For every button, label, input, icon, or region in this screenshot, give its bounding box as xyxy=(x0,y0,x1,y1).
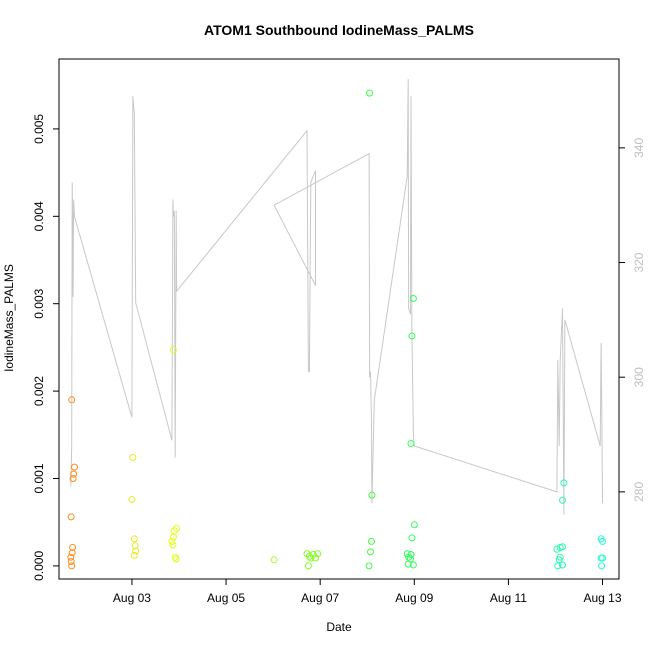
data-point xyxy=(71,463,78,471)
data-point xyxy=(367,548,374,556)
data-point xyxy=(270,556,278,564)
data-point xyxy=(368,537,375,545)
data-point xyxy=(304,562,312,570)
data-point xyxy=(405,553,413,561)
right-y-axis: 280 300 320 340 xyxy=(619,138,646,502)
x-tick-label: Aug 13 xyxy=(584,591,622,605)
x-tick-label: Aug 07 xyxy=(301,591,339,605)
data-point xyxy=(305,552,313,560)
x-tick-label: Aug 05 xyxy=(207,591,245,605)
data-point xyxy=(67,513,75,521)
x-tick-label: Aug 09 xyxy=(395,591,433,605)
y-axis-label: IodineMass_PALMS xyxy=(2,264,16,372)
data-point xyxy=(128,496,136,503)
points-layer xyxy=(67,89,606,570)
data-point xyxy=(132,547,140,555)
right-axis-line-layer xyxy=(70,79,603,515)
data-point xyxy=(404,560,412,568)
data-point xyxy=(366,89,374,97)
data-point xyxy=(554,562,562,570)
data-point xyxy=(169,346,177,354)
data-point xyxy=(130,551,138,559)
data-point xyxy=(409,561,417,569)
data-point xyxy=(70,470,78,478)
data-point xyxy=(408,332,416,340)
data-point xyxy=(169,541,177,549)
data-point xyxy=(69,544,77,551)
y-tick-label: 0.000 xyxy=(32,551,46,581)
y-tick-label: 0.003 xyxy=(32,288,46,318)
y-tick-label: 0.001 xyxy=(32,463,46,493)
data-point xyxy=(68,396,76,404)
data-point xyxy=(560,479,568,487)
data-point xyxy=(409,295,417,302)
y2-tick-label: 340 xyxy=(632,138,646,158)
y-tick-label: 0.004 xyxy=(32,201,46,231)
data-point xyxy=(599,537,606,545)
data-point xyxy=(403,550,411,558)
data-point xyxy=(69,475,77,482)
data-point xyxy=(559,496,566,504)
data-point xyxy=(130,535,138,543)
data-point xyxy=(131,542,139,550)
y2-tick-label: 300 xyxy=(632,367,646,387)
data-point xyxy=(408,534,416,542)
y2-tick-label: 280 xyxy=(632,482,646,502)
data-point xyxy=(68,549,76,557)
data-point xyxy=(368,491,376,499)
plot-frame xyxy=(58,58,620,580)
x-tick-label: Aug 11 xyxy=(490,591,527,605)
data-point xyxy=(407,440,415,447)
data-point xyxy=(559,561,566,569)
data-point xyxy=(559,543,566,551)
data-point xyxy=(169,533,177,541)
data-point xyxy=(553,545,561,553)
data-point xyxy=(307,554,315,562)
data-point xyxy=(171,553,179,561)
y-axis: 0.000 0.001 0.002 0.003 0.004 0.005 xyxy=(32,114,59,581)
data-point xyxy=(309,551,317,558)
y2-tick-label: 320 xyxy=(632,252,646,272)
y-tick-label: 0.005 xyxy=(32,114,46,144)
data-point xyxy=(67,558,75,565)
data-point xyxy=(312,554,319,562)
data-point xyxy=(598,562,606,570)
data-point xyxy=(172,555,180,563)
data-point xyxy=(599,554,606,562)
data-point xyxy=(168,537,176,545)
x-tick-label: Aug 03 xyxy=(113,591,151,605)
chart-title: ATOM1 Southbound IodineMass_PALMS xyxy=(204,22,474,38)
data-point xyxy=(67,553,75,561)
data-point xyxy=(410,521,418,529)
data-point xyxy=(68,562,76,570)
x-axis: Aug 03 Aug 05 Aug 07 Aug 09 Aug 11 Aug 13 xyxy=(113,579,622,605)
data-point xyxy=(365,562,373,570)
y-tick-label: 0.002 xyxy=(32,376,46,406)
series-line xyxy=(70,79,603,515)
x-axis-label: Date xyxy=(326,620,352,634)
data-point xyxy=(129,454,137,461)
